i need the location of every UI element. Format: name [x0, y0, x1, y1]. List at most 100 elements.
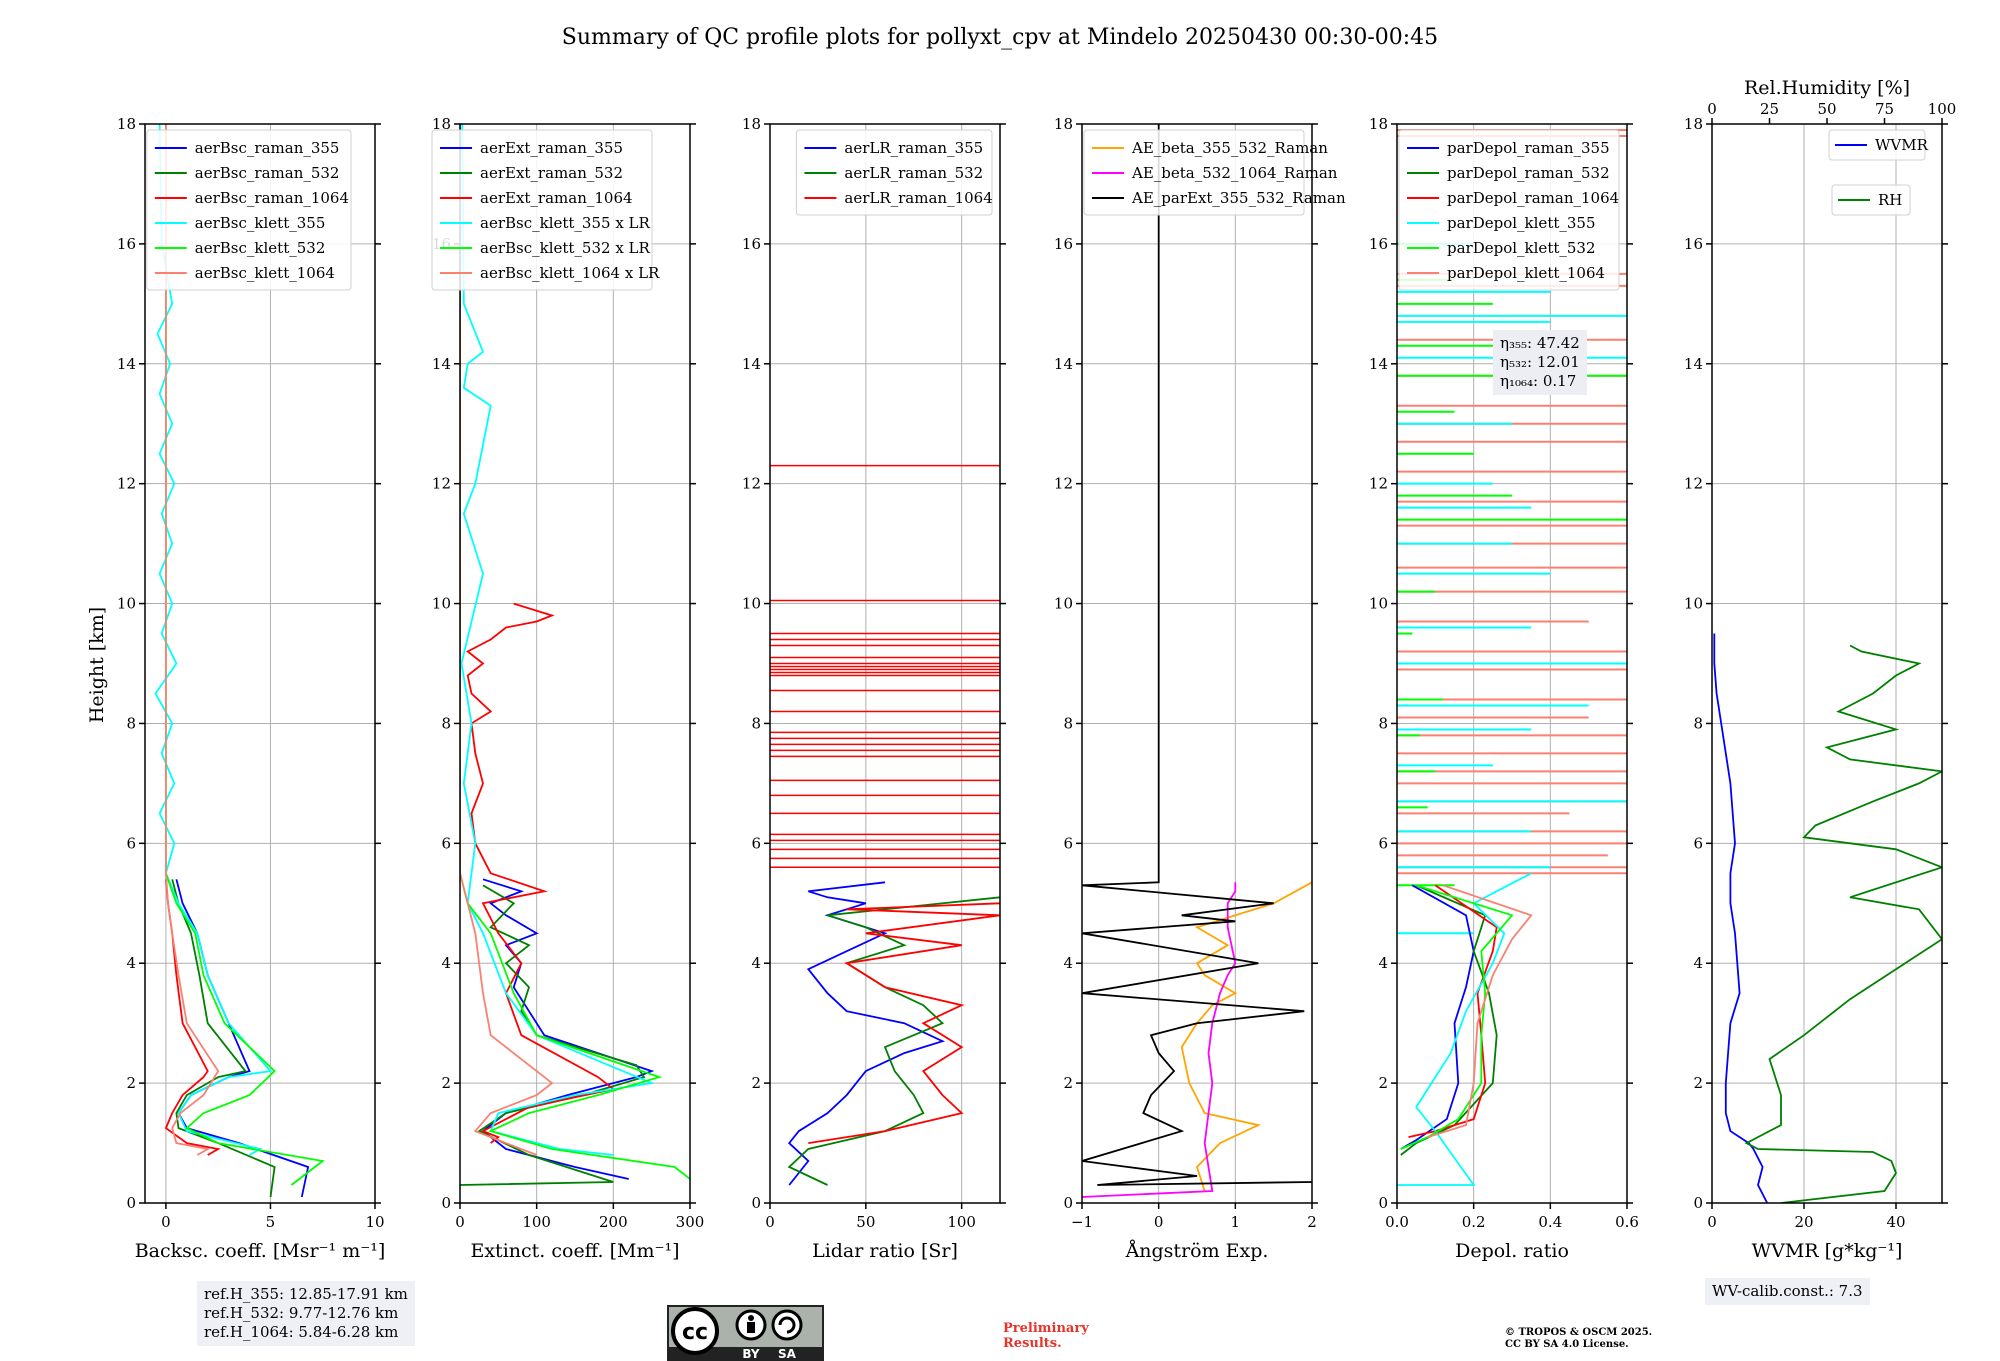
- ytick-label: 8: [441, 714, 451, 732]
- sa-share-icon: [771, 1309, 803, 1341]
- ytick-label: 18: [432, 115, 451, 133]
- top-tick-label: 50: [1817, 100, 1836, 118]
- ytick-label: 12: [1684, 475, 1703, 493]
- xtick-label: 200: [599, 1213, 628, 1231]
- ytick-label: 18: [742, 115, 761, 133]
- ytick-label: 16: [742, 235, 761, 253]
- cc-license-badge: cc BY SA: [667, 1305, 824, 1361]
- ytick-label: 8: [751, 714, 761, 732]
- ytick-label: 14: [742, 355, 761, 373]
- ytick-label: 10: [742, 595, 761, 613]
- legend-entry-aerLR_raman_1064: aerLR_raman_1064: [844, 189, 992, 207]
- ytick-label: 10: [1684, 595, 1703, 613]
- ytick-label: 12: [742, 475, 761, 493]
- ytick-label: 18: [117, 115, 136, 133]
- xaxis-label-water_vapor: WVMR [g*kg⁻¹]: [1752, 1240, 1903, 1262]
- ytick-label: 18: [1369, 115, 1388, 133]
- copyright-note: © TROPOS & OSCM 2025. CC BY SA 4.0 Licen…: [1505, 1327, 1652, 1351]
- ytick-label: 10: [432, 595, 451, 613]
- eta-532: η₅₃₂: 12.01: [1500, 353, 1580, 371]
- ytick-label: 14: [1054, 355, 1073, 373]
- xtick-label: 300: [676, 1213, 705, 1231]
- xtick-label: 0: [1707, 1213, 1717, 1231]
- xtick-label: 100: [947, 1213, 976, 1231]
- series-line-aerBsc_klett_1064 x LR: [460, 124, 554, 1156]
- sa-arrow-icon: [778, 1316, 796, 1334]
- ytick-label: 14: [1369, 355, 1388, 373]
- ref-height-355: ref.H_355: 12.85-17.91 km: [204, 1285, 408, 1303]
- xtick-label: 0: [455, 1213, 465, 1231]
- top-axis-label: Rel.Humidity [%]: [1744, 77, 1910, 99]
- ytick-label: 2: [1063, 1074, 1073, 1092]
- ytick-label: 6: [751, 834, 761, 852]
- ytick-label: 4: [1378, 954, 1388, 972]
- eta-1064: η₁₀₆₄: 0.17: [1500, 372, 1577, 390]
- xtick-label: 0.0: [1385, 1213, 1409, 1231]
- legend-entry-aerBsc_klett_1064 x LR: aerBsc_klett_1064 x LR: [480, 264, 660, 282]
- ytick-label: 0: [1693, 1194, 1703, 1212]
- series-line-aerLR_raman_355: [787, 881, 945, 1186]
- legend-entry-parDepol_klett_355: parDepol_klett_355: [1447, 214, 1596, 232]
- xtick-label: 40: [1886, 1213, 1905, 1231]
- series-line-aerLR_raman_1064: [808, 902, 1000, 1144]
- legend-frame: [1398, 129, 1620, 291]
- series-line-AE_parExt_355_532_Raman: [1082, 124, 1312, 1186]
- y-axis-label: Height [km]: [86, 607, 108, 723]
- legend-entry-parDepol_raman_532: parDepol_raman_532: [1447, 164, 1610, 182]
- legend-entry-AE_beta_532_1064_Raman: AE_beta_532_1064_Raman: [1131, 164, 1338, 182]
- series-line-parDepol_klett_1064: [1427, 884, 1533, 1138]
- ytick-label: 4: [441, 954, 451, 972]
- series-line-parDepol_klett_532: [1400, 884, 1514, 1150]
- ref-height-532: ref.H_532: 9.77-12.76 km: [204, 1304, 399, 1322]
- ytick-label: 8: [1063, 714, 1073, 732]
- legend-entry-aerExt_raman_1064: aerExt_raman_1064: [480, 189, 633, 207]
- ytick-label: 6: [1063, 834, 1073, 852]
- xaxis-label-lidar_ratio: Lidar ratio [Sr]: [812, 1240, 958, 1262]
- legend-entry-AE_beta_355_532_Raman: AE_beta_355_532_Raman: [1131, 139, 1328, 157]
- ytick-label: 4: [751, 954, 761, 972]
- xtick-label: 0: [1154, 1213, 1164, 1231]
- xtick-label: 50: [856, 1213, 875, 1231]
- ytick-label: 14: [1684, 355, 1703, 373]
- ytick-label: 2: [1378, 1074, 1388, 1092]
- xtick-label: −1: [1071, 1213, 1093, 1231]
- panel-frame: [459, 123, 691, 1204]
- ytick-label: 6: [441, 834, 451, 852]
- legend-entry-parDepol_raman_1064: parDepol_raman_1064: [1447, 189, 1619, 207]
- xtick-label: 100: [522, 1213, 551, 1231]
- ref-height-1064: ref.H_1064: 5.84-6.28 km: [204, 1323, 399, 1341]
- ytick-label: 10: [117, 595, 136, 613]
- xaxis-label-backscatter: Backsc. coeff. [Msr⁻¹ m⁻¹]: [135, 1240, 386, 1262]
- xtick-label: 0.2: [1462, 1213, 1486, 1231]
- xtick-label: 1: [1231, 1213, 1241, 1231]
- ytick-label: 12: [1369, 475, 1388, 493]
- series-line-WVMR: [1713, 633, 1769, 1203]
- panel-frame: [769, 123, 1001, 1204]
- legend-entry-aerBsc_raman_355: aerBsc_raman_355: [195, 139, 340, 157]
- by-person-head: [748, 1315, 754, 1321]
- legend-entry-aerLR_raman_532: aerLR_raman_532: [844, 164, 983, 182]
- series-line-AE_beta_355_532_Raman: [1180, 881, 1312, 1192]
- figure-title: Summary of QC profile plots for pollyxt_…: [562, 25, 1438, 50]
- legend-entry-aerBsc_klett_532: aerBsc_klett_532: [195, 239, 326, 257]
- plot-area-angstrom: [1082, 124, 1312, 1198]
- top-tick-label: 100: [1928, 100, 1957, 118]
- legend-entry-aerExt_raman_355: aerExt_raman_355: [480, 139, 623, 157]
- legend-frame: [1828, 129, 1926, 161]
- legend-entry-parDepol_raman_355: parDepol_raman_355: [1447, 139, 1610, 157]
- legend-entry-AE_parExt_355_532_Raman: AE_parExt_355_532_Raman: [1131, 189, 1346, 207]
- legend-extinction: aerExt_raman_355 aerExt_raman_532 aerExt_r…: [431, 129, 660, 291]
- ytick-label: 14: [432, 355, 451, 373]
- ytick-label: 0: [126, 1194, 136, 1212]
- series-line-aerBsc_klett_355: [154, 124, 273, 1156]
- panel-frame: [1711, 123, 1943, 1204]
- eta-box: η₃₅₅: 47.42 η₅₃₂: 12.01 η₁₀₆₄: 0.17: [1493, 330, 1587, 395]
- top-tick-label: 0: [1707, 100, 1717, 118]
- copyright-line-1: © TROPOS & OSCM 2025.: [1505, 1327, 1653, 1338]
- ytick-label: 0: [1378, 1194, 1388, 1212]
- plot-area-extinction: [460, 124, 690, 1186]
- legend-entry-aerBsc_raman_1064: aerBsc_raman_1064: [195, 189, 349, 207]
- panel-extinction: 0246810121416180100200300Extinct. coeff.…: [431, 115, 705, 1262]
- ytick-label: 2: [441, 1074, 451, 1092]
- wv-calib-box: WV-calib.const.: 7.3: [1705, 1278, 1870, 1305]
